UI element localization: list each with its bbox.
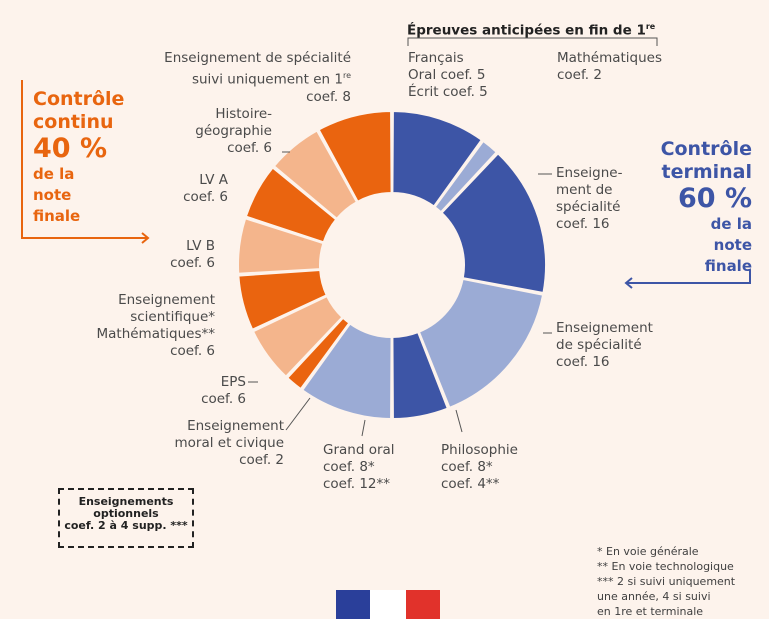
- continu-title-1: Contrôle: [33, 88, 125, 110]
- continu-sub-2: note: [33, 186, 72, 204]
- controle-terminal: Contrôle terminal 60 % de la note finale: [661, 138, 752, 277]
- donut-slice-7: [251, 294, 344, 379]
- label-maths: Mathématiques coef. 2: [557, 50, 663, 83]
- label-sci: Enseignement scientifique* Mathématiques…: [96, 292, 215, 359]
- terminal-pct: 60 %: [677, 183, 752, 214]
- terminal-title-2: terminal: [661, 161, 752, 183]
- donut-slice-3: [417, 277, 545, 410]
- label-spe8: Enseignement de spécialité suivi uniquem…: [164, 50, 351, 105]
- donut-slice-12: [317, 109, 393, 204]
- donut-slice-10: [244, 166, 338, 244]
- label-spe16b: Enseignement de spécialité coef. 16: [556, 320, 653, 370]
- terminal-title-1: Contrôle: [660, 138, 752, 160]
- donut-slice-8: [237, 268, 328, 332]
- label-lva: LV A coef. 6: [183, 172, 228, 205]
- label-emc: Enseignement moral et civique coef. 2: [174, 418, 284, 468]
- label-histgeo: Histoire- géographie coef. 6: [195, 106, 272, 156]
- donut-slice-4: [391, 330, 450, 421]
- label-philo: Philosophie coef. 8* coef. 4**: [441, 442, 518, 492]
- footnotes: * En voie générale ** En voie technologi…: [597, 545, 736, 618]
- label-eps: EPS coef. 6: [201, 374, 246, 407]
- terminal-sub-1: de la: [710, 215, 752, 233]
- continu-pct: 40 %: [33, 133, 108, 164]
- label-spe16a: Enseigne- ment de spécialité coef. 16: [556, 165, 623, 232]
- continu-sub-1: de la: [33, 165, 75, 183]
- optional-box: Enseignements optionnels coef. 2 à 4 sup…: [58, 488, 194, 548]
- donut-slice-0: [391, 109, 484, 208]
- donut-slice-5: [300, 322, 393, 421]
- label-lvb: LV B coef. 6: [170, 238, 215, 271]
- donut-slice-2: [440, 151, 547, 295]
- donut-slice-9: [237, 217, 325, 275]
- controle-continu: Contrôle continu 40 % de la note finale: [33, 88, 124, 227]
- donut-slice-11: [272, 129, 359, 221]
- terminal-sub-2: note: [713, 236, 752, 254]
- label-francais: Français Oral coef. 5 Écrit coef. 5: [408, 50, 488, 100]
- continu-title-2: continu: [33, 111, 114, 133]
- label-grand-oral: Grand oral coef. 8* coef. 12**: [323, 442, 395, 492]
- terminal-sub-3: finale: [704, 257, 752, 275]
- continu-sub-3: finale: [33, 207, 81, 225]
- epreuves-title: Épreuves anticipées en fin de 1re: [407, 22, 656, 39]
- republique-flag-logo: [336, 590, 440, 619]
